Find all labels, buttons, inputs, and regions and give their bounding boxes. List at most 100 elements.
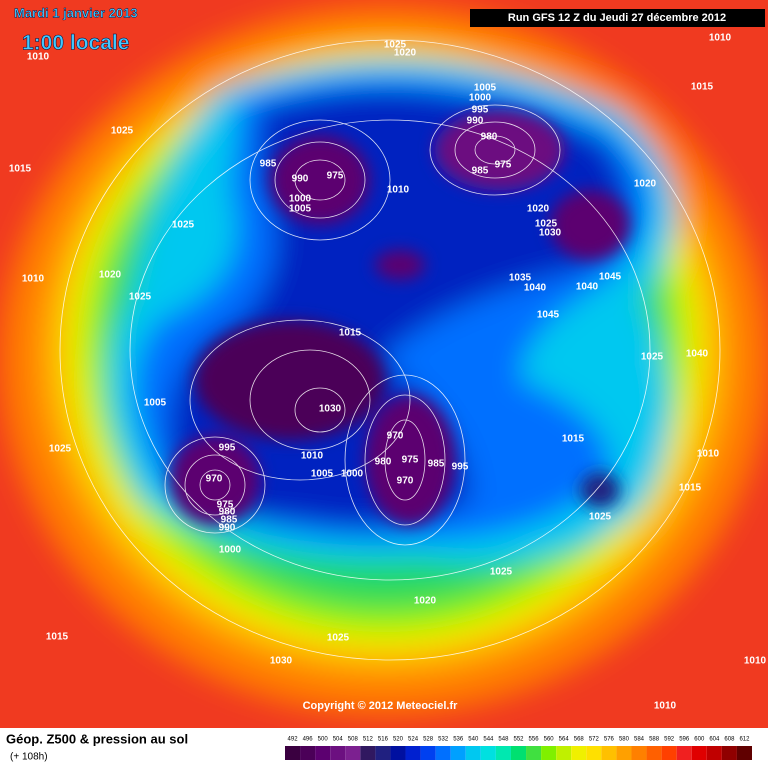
isobar-label: 980 xyxy=(375,457,392,468)
legend-swatch xyxy=(571,746,587,760)
legend-swatch xyxy=(465,746,481,760)
isobar-label: 980 xyxy=(481,132,498,143)
legend-value: 504 xyxy=(333,737,344,743)
legend-value: 604 xyxy=(709,737,720,743)
legend-swatch xyxy=(510,746,527,760)
legend-value: 528 xyxy=(423,737,434,743)
isobar-label: 990 xyxy=(467,116,484,127)
legend-value: 564 xyxy=(559,737,570,743)
legend-swatch xyxy=(601,746,617,760)
legend-value: 532 xyxy=(438,737,449,743)
legend-value: 596 xyxy=(679,737,690,743)
isobar-label: 1025 xyxy=(384,40,407,51)
legend-value: 584 xyxy=(634,737,645,743)
isobar-label: 985 xyxy=(221,515,238,526)
isobar-label: 1025 xyxy=(490,567,513,578)
legend-swatch xyxy=(556,746,572,760)
isobar-label: 1010 xyxy=(654,701,677,712)
legend-swatch xyxy=(721,746,737,760)
isobar-label: 1040 xyxy=(576,282,599,293)
legend-value: 500 xyxy=(318,737,329,743)
isobar-label: 970 xyxy=(387,431,404,442)
legend-value: 508 xyxy=(348,737,359,743)
legend-value: 556 xyxy=(529,737,540,743)
legend-swatch xyxy=(420,746,436,760)
isobar-label: 985 xyxy=(260,159,277,170)
legend-value: 612 xyxy=(739,737,750,743)
isobar-label: 1045 xyxy=(537,310,560,321)
isobar-label: 1010 xyxy=(22,274,45,285)
legend-swatch xyxy=(495,746,511,760)
isobar-label: 1005 xyxy=(474,83,497,94)
legend: 492 496 500 504 508 512 516 520 524 528 532 536 540 5… xyxy=(285,737,752,760)
run-label: Run GFS 12 Z du Jeudi 27 décembre 2012 xyxy=(508,12,726,24)
isobar-label: 995 xyxy=(472,105,489,116)
isobar-label: 1000 xyxy=(289,194,312,205)
copyright: Copyright © 2012 Meteociel.fr xyxy=(303,700,459,712)
isobar-label: 975 xyxy=(402,455,419,466)
isobar-label: 1015 xyxy=(46,632,69,643)
isobar-label: 1025 xyxy=(327,633,350,644)
isobar-label: 1025 xyxy=(535,219,558,230)
isobar-label: 1025 xyxy=(129,292,152,303)
legend-swatch xyxy=(541,746,557,760)
height-field xyxy=(0,5,768,715)
isobar-label: 1005 xyxy=(144,398,167,409)
legend-value: 592 xyxy=(664,737,675,743)
legend-swatch xyxy=(375,746,391,760)
isobar-label: 1020 xyxy=(414,596,437,607)
isobar-label: 1025 xyxy=(172,220,195,231)
legend-swatch xyxy=(480,746,496,760)
isobar-label: 1035 xyxy=(509,273,532,284)
isobar-label: 995 xyxy=(452,462,469,473)
legend-swatch xyxy=(616,746,632,760)
isobar-label: 1025 xyxy=(111,126,134,137)
legend-value: 524 xyxy=(408,737,419,743)
legend-swatch xyxy=(586,746,602,760)
legend-value: 548 xyxy=(498,737,509,743)
legend-value: 512 xyxy=(363,737,374,743)
legend-value: 520 xyxy=(393,737,404,743)
legend-swatch xyxy=(631,746,647,760)
legend-swatch xyxy=(390,746,406,760)
isobar-label: 985 xyxy=(428,459,445,470)
isobar-label: 975 xyxy=(327,171,344,182)
isobar-label: 1040 xyxy=(686,349,709,360)
isobar-label: 970 xyxy=(206,474,223,485)
legend-swatch xyxy=(676,746,692,760)
isobar-label: 1020 xyxy=(527,204,550,215)
footer-subtitle: (+ 108h) xyxy=(10,752,48,763)
time-title: 1:00 locale xyxy=(22,32,129,55)
isobar-label: 1010 xyxy=(27,52,50,63)
isobar-label: 1010 xyxy=(697,449,720,460)
isobar-label: 1040 xyxy=(524,283,547,294)
legend-swatch xyxy=(646,746,662,760)
legend-swatch xyxy=(435,746,451,760)
isobar-label: 1025 xyxy=(589,512,612,523)
legend-value: 516 xyxy=(378,737,389,743)
legend-value: 572 xyxy=(589,737,600,743)
isobar-label: 995 xyxy=(219,443,236,454)
isobar-label: 1005 xyxy=(311,469,334,480)
isobar-label: 1030 xyxy=(539,228,562,239)
isobars xyxy=(59,39,721,661)
isobar-label: 1015 xyxy=(691,82,714,93)
footer-title: Géop. Z500 & pression au sol xyxy=(6,731,188,746)
isobar-label: 1000 xyxy=(341,469,364,480)
legend-swatch xyxy=(661,746,677,760)
isobar-label: 1010 xyxy=(744,656,767,667)
legend-value: 496 xyxy=(303,737,314,743)
legend-value: 580 xyxy=(619,737,630,743)
date-title: Mardi 1 janvier 2013 xyxy=(14,5,138,20)
isobar-label: 970 xyxy=(397,476,414,487)
legend-value: 536 xyxy=(453,737,464,743)
isobar-label: 990 xyxy=(292,174,309,185)
isobar-label: 1010 xyxy=(387,185,410,196)
isobar-label: 1000 xyxy=(219,545,242,556)
isobar-label: 1025 xyxy=(641,352,664,363)
legend-value: 568 xyxy=(574,737,585,743)
legend-swatch xyxy=(736,746,752,760)
isobar-label: 1030 xyxy=(319,404,342,415)
isobar-label: 1025 xyxy=(49,444,72,455)
